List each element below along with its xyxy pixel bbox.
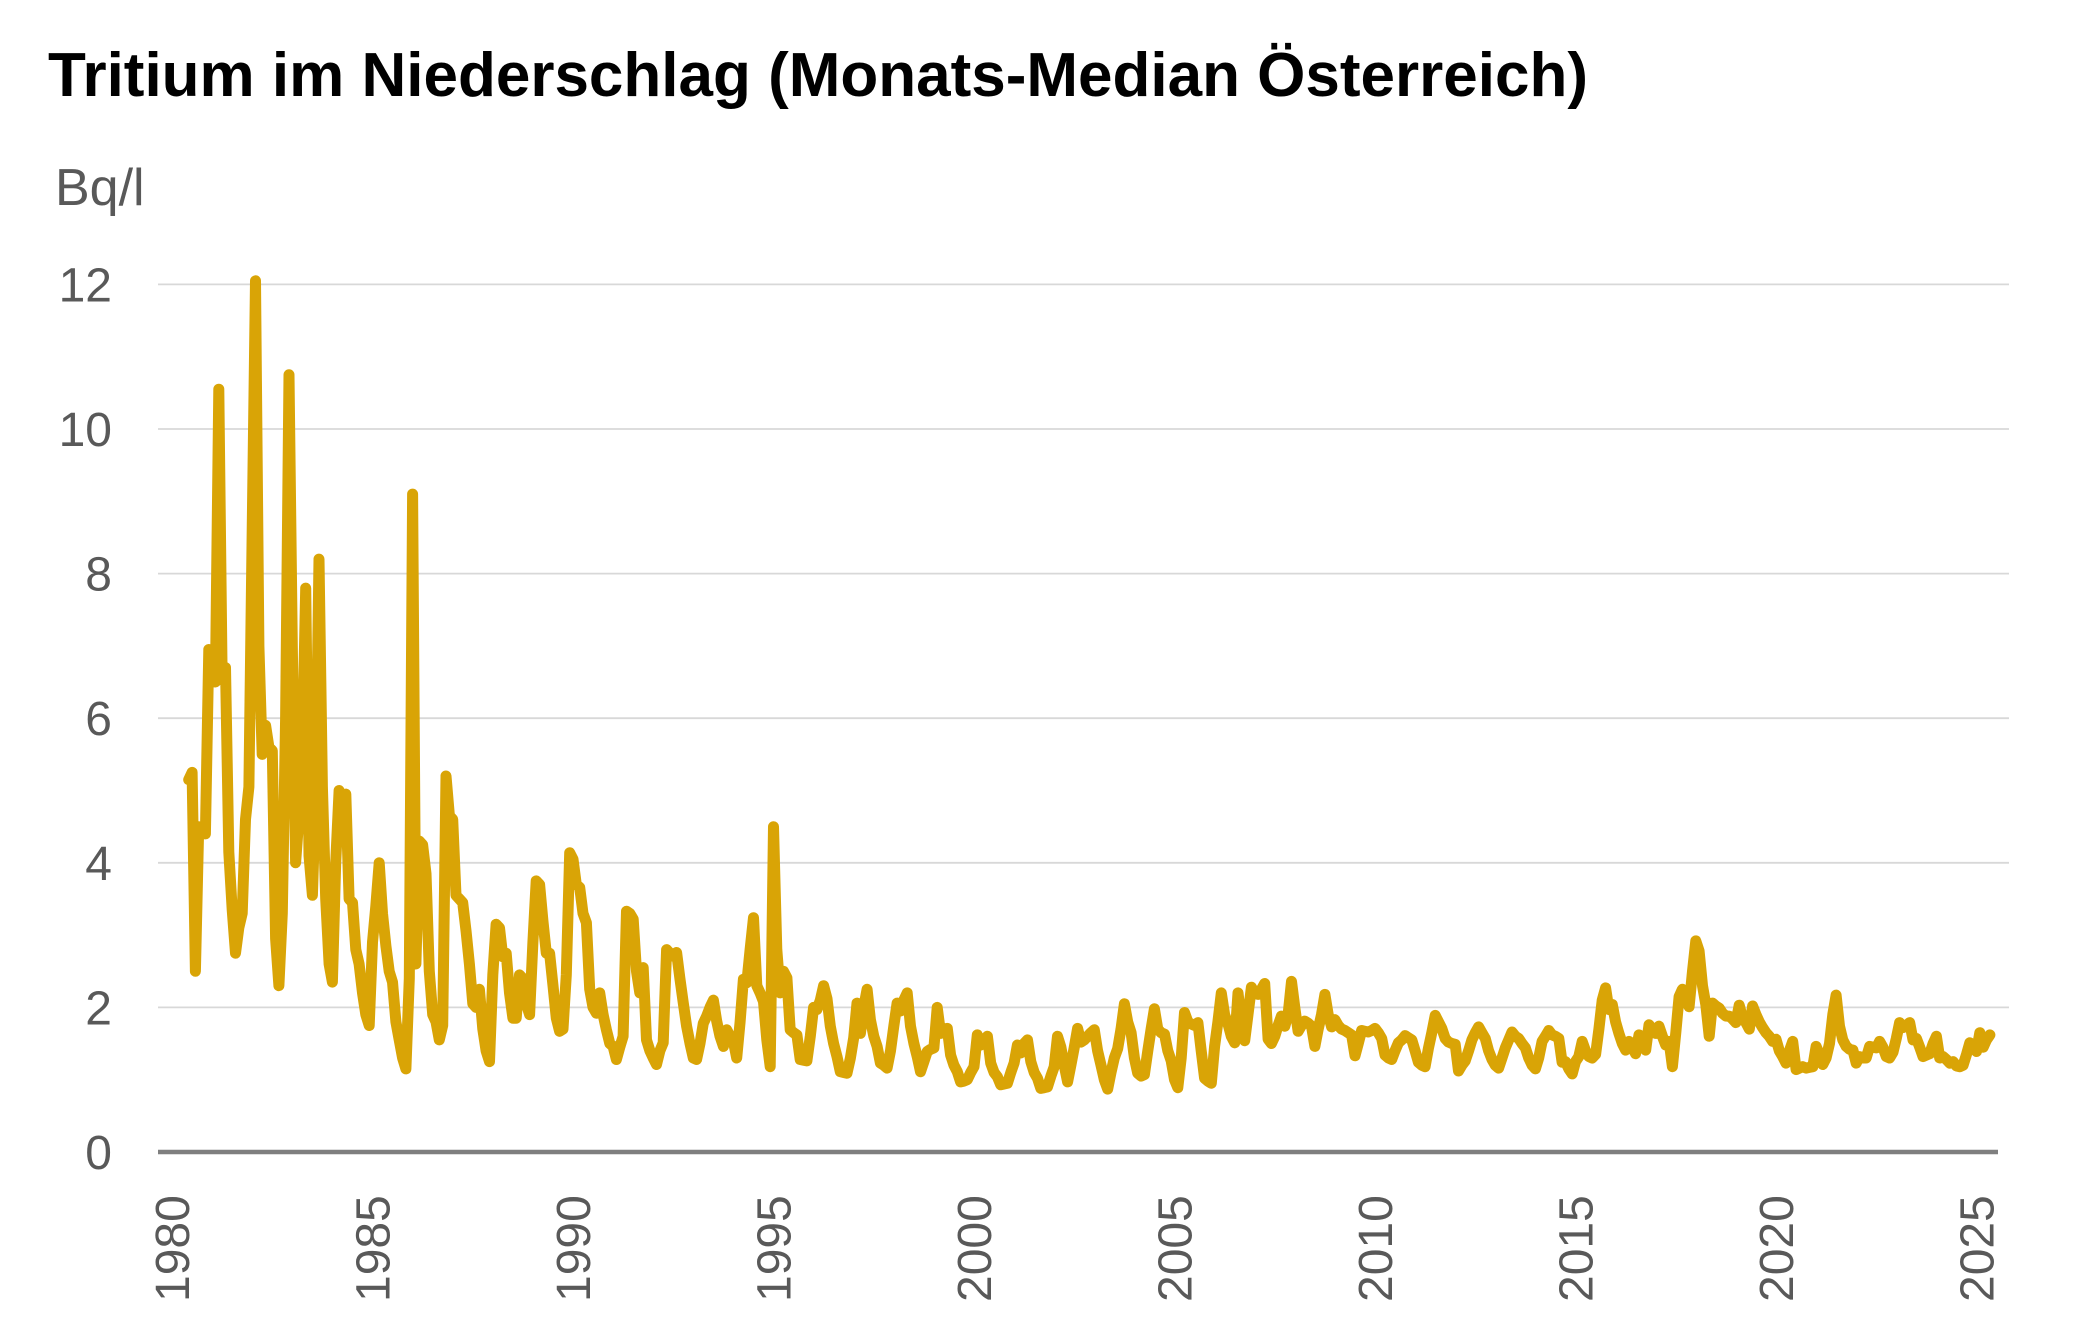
y-tick-label-12: 12: [59, 259, 112, 312]
x-tick-label-1985: 1985: [348, 1195, 401, 1302]
x-tick-label-1980: 1980: [147, 1195, 200, 1302]
x-tick-label-2015: 2015: [1551, 1195, 1604, 1302]
chart-title: Tritium im Niederschlag (Monats-Median Ö…: [48, 41, 1588, 110]
x-tick-label-2025: 2025: [1952, 1195, 2005, 1302]
x-tick-labels-group: 1980 1985 1990 1995 2000 2005 2010 2015 2020 2025: [147, 1195, 2005, 1302]
gridlines-group: [158, 283, 2009, 1009]
y-tick-label-0: 0: [85, 1127, 112, 1180]
y-tick-label-2: 2: [85, 982, 112, 1035]
x-tick-label-2020: 2020: [1751, 1195, 1804, 1302]
x-tick-label-2010: 2010: [1350, 1195, 1403, 1302]
x-tick-label-2000: 2000: [949, 1195, 1002, 1302]
y-tick-labels-group: 12 10 8 6 4 2 0: [59, 259, 112, 1180]
tritium-series-line: [183, 275, 1996, 1095]
y-axis-unit-label: Bq/l: [55, 159, 145, 217]
x-tick-label-1995: 1995: [749, 1195, 802, 1302]
x-tick-label-2005: 2005: [1150, 1195, 1203, 1302]
y-tick-label-10: 10: [59, 404, 112, 457]
y-tick-label-4: 4: [85, 838, 112, 891]
y-tick-label-8: 8: [85, 549, 112, 602]
data-series-group: [183, 275, 1996, 1095]
x-tick-label-1990: 1990: [548, 1195, 601, 1302]
y-tick-label-6: 6: [85, 693, 112, 746]
